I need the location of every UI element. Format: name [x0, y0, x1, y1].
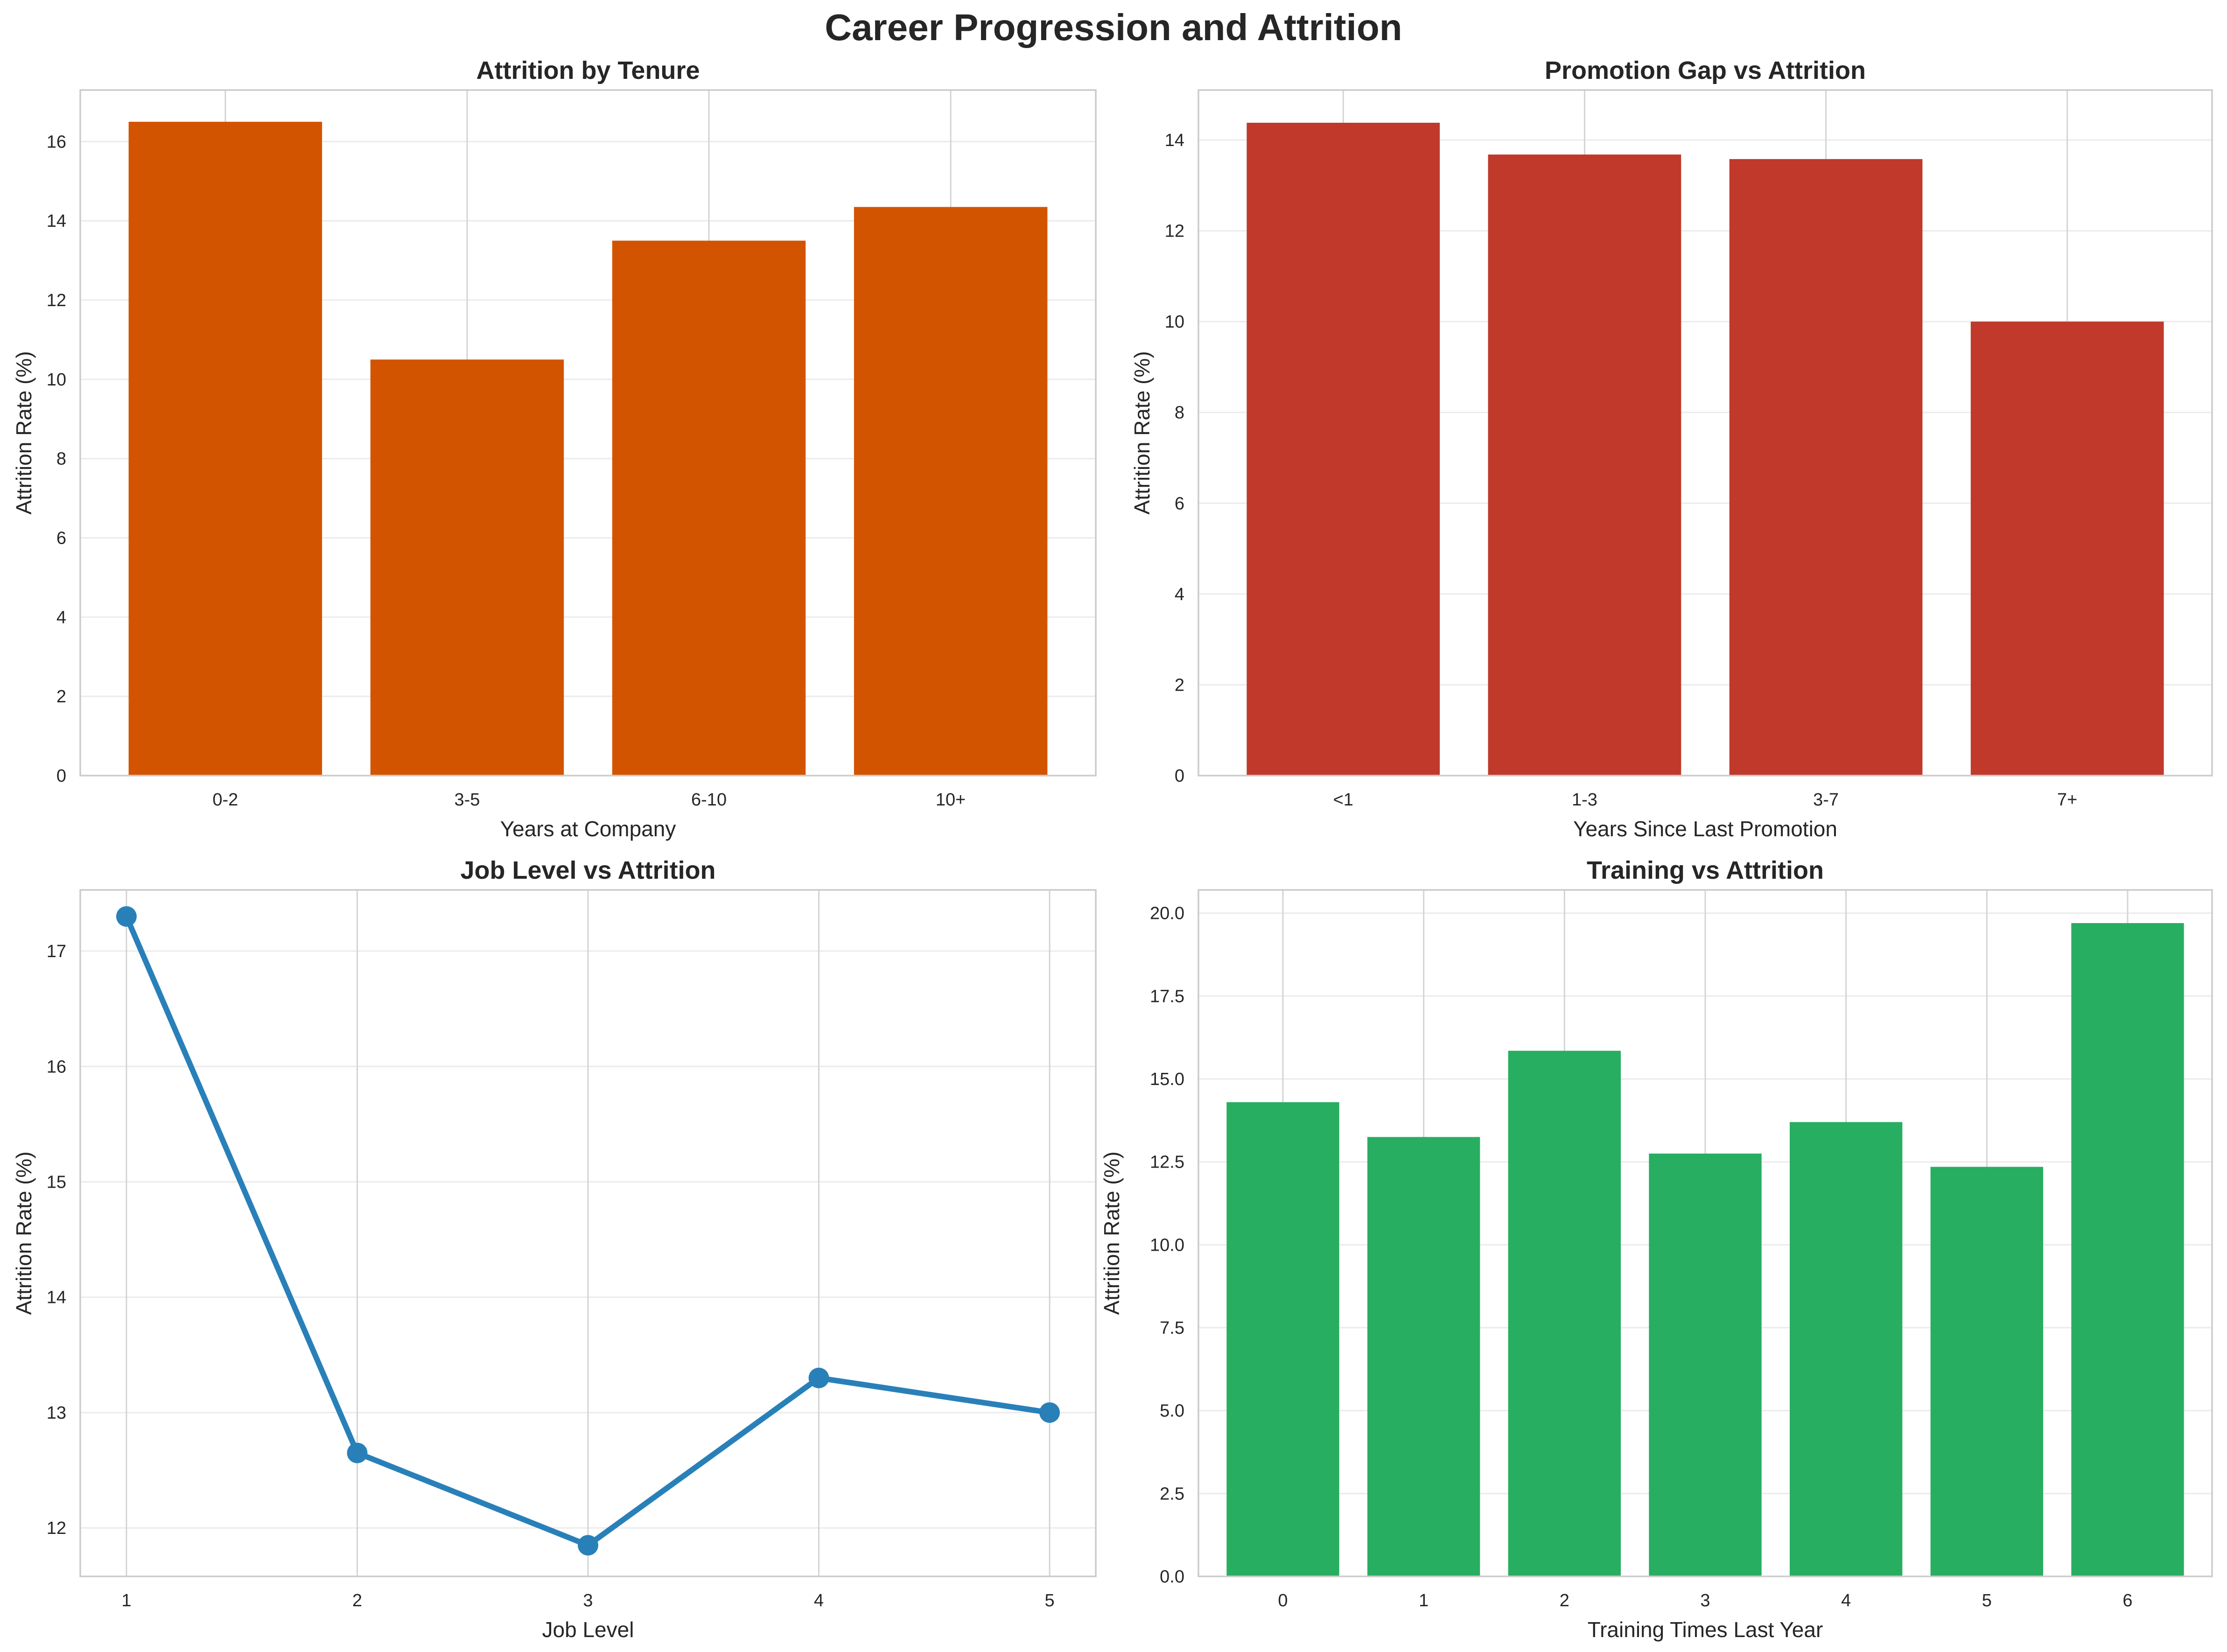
y-tick-label: 20.0 — [1150, 904, 1184, 924]
y-axis-label: Attrition Rate (%) — [1130, 351, 1154, 514]
x-tick-label: 1 — [121, 1591, 131, 1610]
y-tick-label: 10 — [1165, 312, 1184, 332]
plot-frame — [79, 89, 1097, 777]
panel-title: Job Level vs Attrition — [460, 856, 715, 884]
bar — [854, 207, 1048, 776]
y-tick-label: 0.0 — [1160, 1567, 1184, 1587]
x-axis-label: Job Level — [542, 1617, 634, 1642]
bar — [612, 240, 806, 776]
plot-frame — [1198, 889, 2213, 1577]
y-tick-label: 8 — [56, 449, 66, 469]
x-tick-label: 3 — [583, 1591, 593, 1610]
y-axis-label: Attrition Rate (%) — [12, 1151, 36, 1315]
panel-title: Training vs Attrition — [1587, 856, 1824, 884]
x-tick-label: 2 — [1560, 1591, 1569, 1610]
x-tick-label: 0-2 — [212, 790, 238, 810]
data-point — [116, 906, 137, 927]
y-tick-label: 12 — [47, 1519, 66, 1538]
panel-attrition-by-tenure: 0 2 4 6 8 10 12 14 16 0-2 3-5 6-10 10+ Attrition by T… — [12, 56, 1097, 841]
x-axis-label: Training Times Last Year — [1588, 1617, 1823, 1642]
y-tick-label: 4 — [56, 608, 66, 627]
y-tick-label: 17.5 — [1150, 987, 1184, 1006]
y-tick-label: 2.5 — [1160, 1484, 1184, 1504]
x-tick-label: <1 — [1333, 790, 1353, 810]
y-tick-label: 0 — [56, 766, 66, 786]
y-axis-label: Attrition Rate (%) — [1099, 1151, 1124, 1315]
plot-frame — [79, 889, 1097, 1577]
x-tick-label: 3-7 — [1813, 790, 1839, 810]
y-tick-label: 5.0 — [1160, 1401, 1184, 1421]
x-axis-label: Years Since Last Promotion — [1573, 817, 1837, 841]
y-tick-label: 6 — [1175, 494, 1184, 513]
x-axis-label: Years at Company — [500, 817, 676, 841]
bar — [1247, 123, 1440, 776]
y-tick-label: 0 — [1175, 766, 1184, 786]
data-point — [578, 1535, 598, 1556]
bar — [1226, 1102, 1339, 1576]
panel-title: Attrition by Tenure — [476, 56, 700, 84]
panel-training: 0.0 2.5 5.0 7.5 10.0 12.5 15.0 17.5 20.0 0 1 2 3 4 5 6 T… — [1099, 856, 2213, 1642]
bar — [2071, 923, 2184, 1576]
x-tick-label: 10+ — [936, 790, 966, 810]
x-tick-label: 1-3 — [1572, 790, 1597, 810]
y-tick-label: 4 — [1175, 585, 1184, 604]
y-tick-label: 12 — [1165, 222, 1184, 241]
y-tick-label: 14 — [47, 211, 66, 231]
x-tick-label: 3-5 — [454, 790, 480, 810]
y-tick-label: 2 — [56, 687, 66, 707]
x-tick-label: 4 — [1841, 1591, 1851, 1610]
y-tick-label: 17 — [47, 942, 66, 961]
bar — [1649, 1153, 1762, 1576]
bar — [1729, 159, 1923, 776]
panel-promotion-gap: 0 2 4 6 8 10 12 14 <1 1-3 3-7 7+ Promotion Gap vs At… — [1130, 56, 2213, 841]
bar — [1508, 1050, 1621, 1576]
bar — [1790, 1122, 1903, 1576]
y-tick-label: 16 — [47, 1057, 66, 1077]
y-tick-label: 14 — [1165, 131, 1184, 150]
figure-title: Career Progression and Attrition — [825, 7, 1402, 48]
y-tick-label: 15.0 — [1150, 1070, 1184, 1089]
y-tick-label: 2 — [1175, 675, 1184, 695]
y-tick-label: 10 — [47, 370, 66, 390]
y-tick-label: 16 — [47, 132, 66, 152]
y-tick-label: 15 — [47, 1172, 66, 1192]
y-tick-label: 13 — [47, 1403, 66, 1423]
y-tick-label: 7.5 — [1160, 1318, 1184, 1338]
bar — [370, 359, 564, 776]
y-tick-label: 8 — [1175, 403, 1184, 423]
data-point — [347, 1442, 368, 1463]
data-point — [1039, 1402, 1060, 1423]
y-axis-label: Attrition Rate (%) — [12, 351, 36, 514]
y-tick-label: 10.0 — [1150, 1235, 1184, 1255]
x-tick-label: 1 — [1419, 1591, 1429, 1610]
x-tick-label: 0 — [1278, 1591, 1288, 1610]
x-tick-label: 5 — [1982, 1591, 1992, 1610]
y-tick-label: 14 — [47, 1288, 66, 1308]
bar — [128, 121, 322, 776]
panel-title: Promotion Gap vs Attrition — [1545, 56, 1866, 84]
x-tick-label: 7+ — [2057, 790, 2077, 810]
x-tick-label: 5 — [1045, 1591, 1055, 1610]
bar — [1930, 1167, 2043, 1576]
y-tick-label: 6 — [56, 529, 66, 548]
x-tick-label: 3 — [1700, 1591, 1710, 1610]
y-tick-label: 12 — [47, 291, 66, 310]
x-tick-label: 2 — [352, 1591, 362, 1610]
plot-frame — [1198, 89, 2213, 777]
x-tick-label: 6-10 — [691, 790, 727, 810]
data-point — [808, 1367, 829, 1388]
x-tick-label: 6 — [2122, 1591, 2132, 1610]
bar — [1970, 322, 2164, 776]
x-tick-label: 4 — [814, 1591, 824, 1610]
y-tick-label: 12.5 — [1150, 1153, 1184, 1172]
bar — [1488, 154, 1681, 776]
bar — [1367, 1137, 1480, 1576]
